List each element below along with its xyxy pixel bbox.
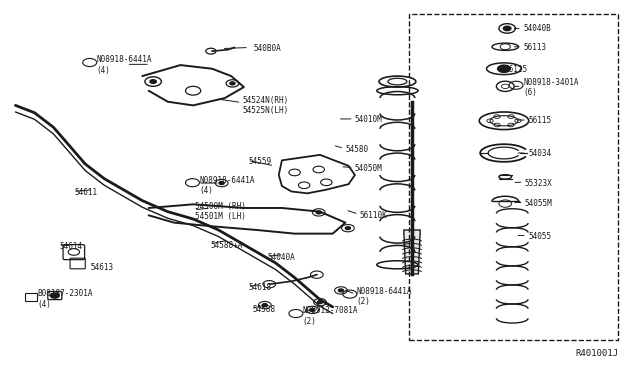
Circle shape xyxy=(150,80,156,83)
Circle shape xyxy=(310,308,315,311)
Text: 54588+A: 54588+A xyxy=(211,241,243,250)
Bar xyxy=(25,293,37,301)
Text: 54500M (RH)
54501M (LH): 54500M (RH) 54501M (LH) xyxy=(195,202,246,221)
Circle shape xyxy=(346,227,351,230)
Text: 54040A: 54040A xyxy=(268,253,296,262)
Circle shape xyxy=(317,301,323,304)
Text: 54040B: 54040B xyxy=(523,24,551,33)
Circle shape xyxy=(498,65,510,73)
Text: 54614: 54614 xyxy=(60,242,83,251)
Text: 56110K: 56110K xyxy=(360,211,388,220)
Text: N08912-7081A
(2): N08912-7081A (2) xyxy=(303,307,358,326)
Text: 54524N(RH)
54525N(LH): 54524N(RH) 54525N(LH) xyxy=(243,96,289,115)
Circle shape xyxy=(230,82,235,85)
Circle shape xyxy=(503,26,511,31)
Text: 56115: 56115 xyxy=(528,116,551,125)
Circle shape xyxy=(316,211,321,214)
Text: 54588: 54588 xyxy=(252,305,275,314)
Text: 54034: 54034 xyxy=(528,149,551,158)
Text: 54613: 54613 xyxy=(90,263,113,272)
Text: 54010M: 54010M xyxy=(355,115,383,124)
Text: 55323X: 55323X xyxy=(525,179,553,187)
Text: N08918-3401A
(6): N08918-3401A (6) xyxy=(523,78,579,97)
Text: 54618: 54618 xyxy=(249,283,272,292)
Text: 54611: 54611 xyxy=(74,188,97,197)
Text: R401001J: R401001J xyxy=(575,349,618,358)
Text: B08187-2301A
(4): B08187-2301A (4) xyxy=(38,289,93,308)
Text: 56113: 56113 xyxy=(523,43,546,52)
Text: 54055: 54055 xyxy=(528,232,551,241)
Polygon shape xyxy=(404,230,420,274)
Circle shape xyxy=(219,182,224,185)
Circle shape xyxy=(51,293,60,298)
Text: N08918-6441A
(4): N08918-6441A (4) xyxy=(97,55,152,75)
Text: 54055M: 54055M xyxy=(525,199,553,208)
Text: 54559: 54559 xyxy=(249,157,272,166)
Circle shape xyxy=(339,289,344,292)
Text: N08918-6441A
(4): N08918-6441A (4) xyxy=(200,176,255,195)
Text: N08918-6441A
(2): N08918-6441A (2) xyxy=(356,287,412,307)
Text: 54050M: 54050M xyxy=(355,164,383,173)
Text: 56125: 56125 xyxy=(504,65,528,74)
Text: 540B0A: 540B0A xyxy=(253,44,281,53)
Circle shape xyxy=(262,304,268,307)
Text: 54580: 54580 xyxy=(346,145,369,154)
